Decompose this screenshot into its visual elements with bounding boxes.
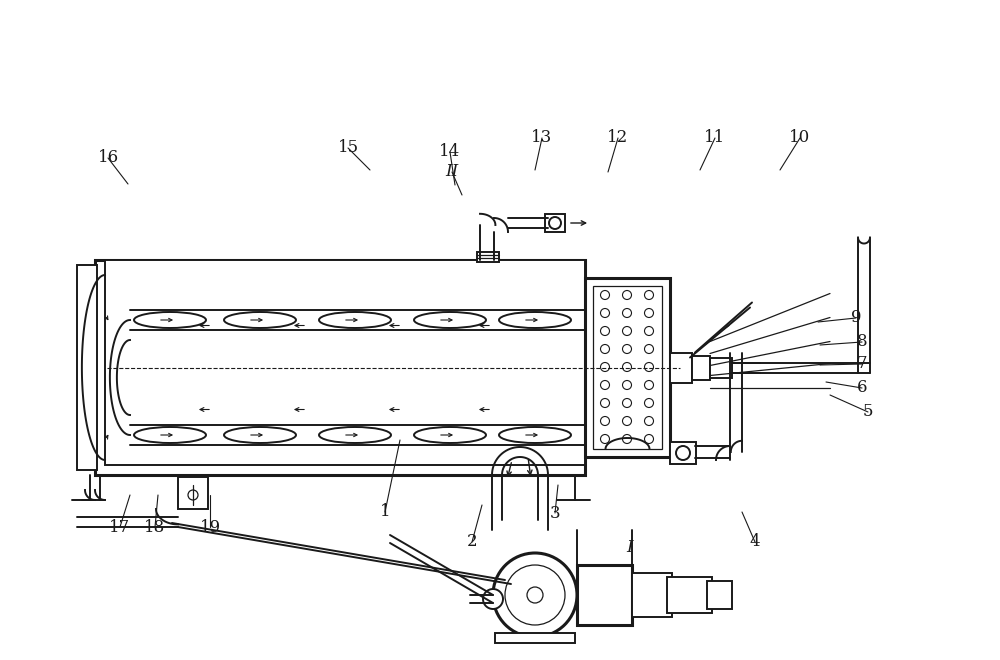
Bar [545, 214, 565, 232]
Text: 12: 12 [607, 129, 629, 147]
Circle shape [622, 362, 632, 372]
Text: 19: 19 [199, 519, 221, 535]
Circle shape [527, 587, 543, 603]
Bar [77, 265, 97, 470]
Text: 8: 8 [857, 333, 867, 350]
Text: I: I [627, 539, 633, 556]
Circle shape [493, 553, 577, 637]
Text: 15: 15 [337, 139, 359, 156]
Bar [178, 477, 208, 509]
Text: 17: 17 [109, 519, 131, 535]
Ellipse shape [224, 427, 296, 443]
Ellipse shape [414, 427, 486, 443]
Bar [477, 252, 499, 262]
Bar [670, 352, 692, 383]
Text: 5: 5 [863, 403, 873, 420]
Circle shape [622, 308, 632, 317]
Circle shape [549, 217, 561, 229]
Circle shape [644, 399, 654, 407]
Bar [692, 356, 710, 379]
Text: 3: 3 [550, 504, 560, 521]
Text: II: II [445, 164, 459, 180]
Text: 9: 9 [851, 310, 861, 327]
Ellipse shape [414, 312, 486, 328]
Bar [105, 260, 585, 465]
Circle shape [676, 446, 690, 460]
Circle shape [600, 434, 610, 444]
Bar [667, 577, 712, 613]
Circle shape [644, 362, 654, 372]
Ellipse shape [134, 312, 206, 328]
Text: 14: 14 [439, 143, 461, 160]
Text: 4: 4 [750, 533, 760, 550]
Text: 2: 2 [467, 533, 477, 550]
Bar [707, 581, 732, 609]
Bar [577, 565, 632, 625]
Text: 1: 1 [380, 504, 390, 521]
Ellipse shape [134, 427, 206, 443]
Bar [670, 442, 696, 464]
Circle shape [644, 327, 654, 335]
Circle shape [622, 416, 632, 426]
Text: 16: 16 [97, 150, 119, 166]
Ellipse shape [499, 312, 571, 328]
Circle shape [600, 381, 610, 389]
Text: 18: 18 [144, 519, 166, 535]
Circle shape [622, 290, 632, 300]
Text: 10: 10 [789, 129, 811, 147]
Circle shape [600, 327, 610, 335]
Circle shape [600, 399, 610, 407]
Ellipse shape [319, 427, 391, 443]
Circle shape [483, 589, 503, 609]
Circle shape [644, 381, 654, 389]
Circle shape [644, 434, 654, 444]
Circle shape [600, 345, 610, 354]
Circle shape [622, 327, 632, 335]
Bar [593, 286, 662, 449]
Circle shape [644, 345, 654, 354]
Circle shape [622, 381, 632, 389]
Circle shape [622, 434, 632, 444]
Bar [632, 573, 672, 617]
Ellipse shape [499, 427, 571, 443]
Text: 6: 6 [857, 379, 867, 397]
Circle shape [644, 416, 654, 426]
Circle shape [600, 416, 610, 426]
Circle shape [644, 290, 654, 300]
Circle shape [600, 290, 610, 300]
Circle shape [644, 308, 654, 317]
Bar [585, 278, 670, 457]
Ellipse shape [319, 312, 391, 328]
Text: 13: 13 [531, 129, 553, 147]
Circle shape [622, 345, 632, 354]
Circle shape [622, 399, 632, 407]
Circle shape [505, 565, 565, 625]
Circle shape [600, 362, 610, 372]
Circle shape [188, 490, 198, 500]
Ellipse shape [224, 312, 296, 328]
Bar [95, 260, 585, 475]
Text: 11: 11 [704, 129, 726, 147]
Bar [495, 633, 575, 643]
Bar [710, 358, 732, 378]
Circle shape [600, 308, 610, 317]
Text: 7: 7 [857, 356, 867, 372]
